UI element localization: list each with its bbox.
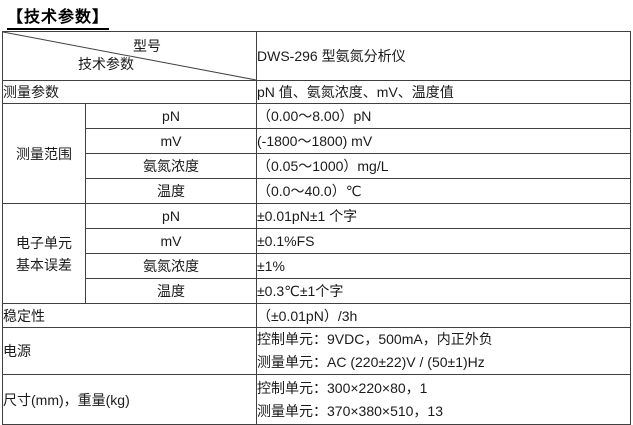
range-row-pn: 测量范围 pN （0.00～8.00）pN (2, 103, 631, 204)
title-bar: 【技术参数】 (7, 3, 633, 30)
header-corner-cell: 型号 技术参数 (2, 31, 257, 81)
error-row-nh: 氨氮浓度 ±1% (3, 253, 631, 279)
corner-techparam-label: 技术参数 (78, 56, 134, 72)
model-value: DWS-296 型氨氮分析仪 (256, 31, 631, 81)
error-pn-label: pN (85, 203, 257, 229)
power-control-unit-line: 控制单元：9VDC，500mA，内正外负 (257, 331, 493, 347)
measure-params-row: 测量参数 pN 值、氨氮浓度、mV、温度值 (2, 80, 631, 104)
range-mv-value: (-1800～1800) mV (256, 128, 631, 154)
size-control-unit-line: 控制单元：300×220×80，1 (257, 379, 428, 396)
error-temp-value: ±0.3℃±1个字 (256, 278, 631, 304)
range-row-nh: 氨氮浓度 （0.05～1000）mg/L (3, 153, 631, 179)
range-temp-value: （0.0～40.0）℃ (256, 178, 631, 204)
error-mv-value: ±0.1%FS (256, 228, 631, 254)
spec-table: 型号 技术参数 DWS-296 型氨氮分析仪 测量参数 pN 值、氨氮浓度、mV… (2, 31, 631, 425)
range-pn-label: pN (85, 103, 257, 129)
range-group-label: 测量范围 (2, 103, 86, 204)
range-nh-label: 氨氮浓度 (85, 153, 257, 179)
measure-params-label: 测量参数 (2, 80, 257, 104)
error-mv-label: mV (85, 228, 257, 254)
error-group-label-line1: 电子单元 (16, 234, 72, 251)
measure-params-value: pN 值、氨氮浓度、mV、温度值 (256, 80, 631, 104)
size-measure-unit-line: 测量单元：370×380×510，13 (257, 402, 444, 419)
range-temp-label: 温度 (85, 178, 257, 204)
error-group-label-line2: 基本误差 (16, 256, 72, 273)
size-weight-row: 尺寸(mm)，重量(kg) 控制单元：300×220×80，1 测量单元：370… (2, 374, 631, 425)
range-mv-label: mV (85, 128, 257, 154)
corner-model-label: 型号 (133, 38, 161, 54)
error-row-mv: mV ±0.1%FS (3, 228, 631, 254)
error-pn-value: ±0.01pN±1 个字 (256, 203, 631, 229)
range-nh-value: （0.05～1000）mg/L (256, 153, 631, 179)
size-weight-value: 控制单元：300×220×80，1 测量单元：370×380×510，13 (256, 374, 631, 425)
page-title: 【技术参数】 (7, 3, 110, 30)
stability-value: （±0.01pN）/3h (256, 303, 631, 328)
range-pn-value: （0.00～8.00）pN (256, 103, 631, 129)
diagonal-line-icon (3, 32, 256, 80)
power-value: 控制单元：9VDC，500mA，内正外负 测量单元：AC (220±22)V /… (256, 327, 631, 375)
power-row: 电源 控制单元：9VDC，500mA，内正外负 测量单元：AC (220±22)… (2, 327, 631, 375)
power-label: 电源 (2, 327, 257, 375)
stability-row: 稳定性 （±0.01pN）/3h (2, 303, 631, 328)
size-weight-label: 尺寸(mm)，重量(kg) (2, 374, 257, 425)
header-row: 型号 技术参数 DWS-296 型氨氮分析仪 (2, 31, 631, 81)
range-row-temp: 温度 （0.0～40.0）℃ (3, 178, 631, 204)
power-measure-unit-line: 测量单元：AC (220±22)V / (50±1)Hz (257, 354, 485, 370)
error-temp-label: 温度 (85, 278, 257, 304)
error-nh-label: 氨氮浓度 (85, 253, 257, 279)
stability-label: 稳定性 (2, 303, 257, 328)
error-nh-value: ±1% (256, 253, 631, 279)
error-group-label: 电子单元 基本误差 (2, 203, 86, 304)
error-row-temp: 温度 ±0.3℃±1个字 (3, 278, 631, 304)
error-row-pn: 电子单元 基本误差 pN ±0.01pN±1 个字 (2, 203, 631, 304)
range-row-mv: mV (-1800～1800) mV (3, 128, 631, 154)
